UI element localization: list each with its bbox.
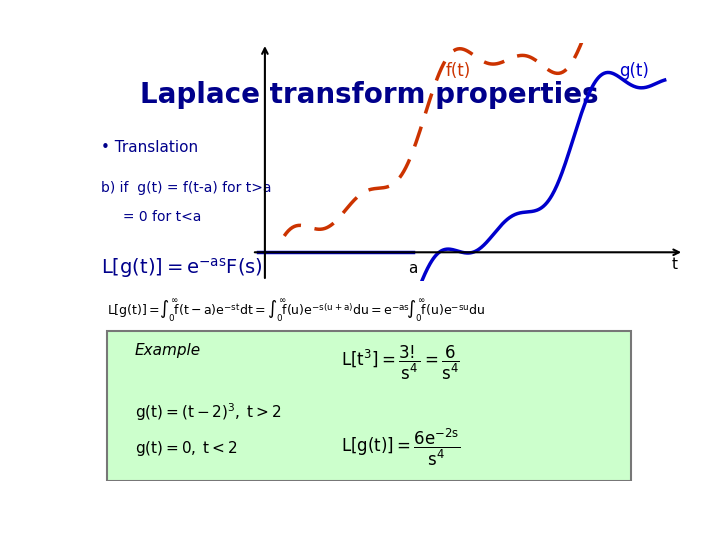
Text: $\mathrm{L[g(t)]=\!\int_{0}^{\infty}\!\!f(t-a)e^{-st}dt=\int_{0}^{\infty}\!\!f(u: $\mathrm{L[g(t)]=\!\int_{0}^{\infty}\!\!… [107, 298, 485, 325]
Text: g(t): g(t) [619, 63, 649, 80]
Text: a: a [408, 261, 418, 276]
Text: $\mathrm{L[t^3]=\dfrac{3!}{s^4}=\dfrac{6}{s^4}}$: $\mathrm{L[t^3]=\dfrac{3!}{s^4}=\dfrac{6… [341, 343, 460, 382]
Text: • Translation: • Translation [101, 140, 198, 154]
Text: $\mathrm{L[g(t)] = e^{-as}F(s)}$: $\mathrm{L[g(t)] = e^{-as}F(s)}$ [101, 256, 263, 280]
Text: b) if  g(t) = f(t-a) for t>a: b) if g(t) = f(t-a) for t>a [101, 181, 271, 195]
FancyBboxPatch shape [107, 331, 631, 481]
Text: $\mathrm{g(t)=0,\; t<2}$: $\mathrm{g(t)=0,\; t<2}$ [135, 439, 238, 458]
Text: f(t): f(t) [446, 63, 471, 80]
Text: $\mathrm{L[g(t)]=\dfrac{6e^{-2s}}{s^4}}$: $\mathrm{L[g(t)]=\dfrac{6e^{-2s}}{s^4}}$ [341, 427, 461, 468]
Text: Example: Example [135, 343, 201, 359]
Text: Laplace transform properties: Laplace transform properties [140, 82, 598, 110]
Text: $\mathrm{g(t)=(t-2)^3,\; t>2}$: $\mathrm{g(t)=(t-2)^3,\; t>2}$ [135, 402, 282, 423]
Text: t: t [672, 258, 678, 272]
Text: = 0 for t<a: = 0 for t<a [101, 210, 202, 224]
